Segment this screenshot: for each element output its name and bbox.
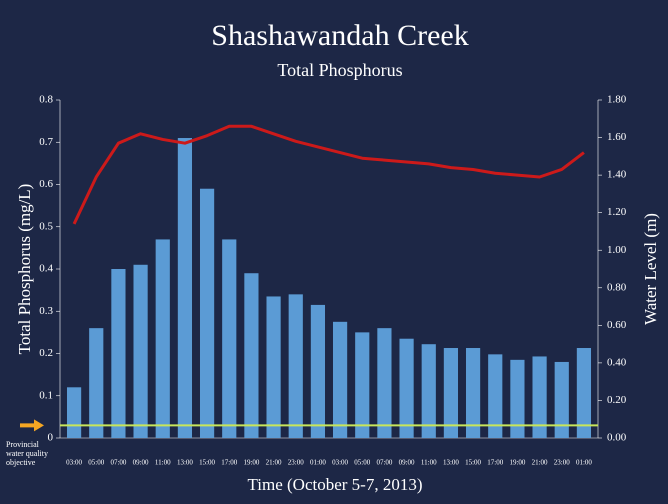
bar <box>532 356 547 438</box>
y-tick-label: 0.3 <box>39 305 53 317</box>
x-tick-label: 15:00 <box>199 459 215 467</box>
x-tick-label: 17:00 <box>221 459 237 467</box>
x-tick-label: 13:00 <box>443 459 459 467</box>
bar <box>355 332 370 438</box>
y-tick-label: 0.8 <box>39 94 53 106</box>
chart-title: Shashawandah Creek <box>211 19 468 52</box>
bar <box>399 338 414 438</box>
y2-tick-label: 1.60 <box>607 131 627 143</box>
y2-tick-label: 0.80 <box>607 281 627 293</box>
y2-tick-label: 0.20 <box>607 394 627 406</box>
x-tick-label: 07:00 <box>376 459 392 467</box>
bar <box>421 344 436 438</box>
y-axis-label: Total Phosphorus (mg/L) <box>15 184 34 355</box>
bar <box>222 239 237 438</box>
bar <box>310 304 326 438</box>
y2-tick-label: 1.40 <box>607 169 627 181</box>
bar <box>199 188 215 438</box>
x-tick-label: 03:00 <box>332 459 348 467</box>
y-tick-label: 0.2 <box>39 347 53 359</box>
x-tick-label: 05:00 <box>354 459 370 467</box>
y2-tick-label: 1.20 <box>607 206 627 218</box>
x-tick-label: 23:00 <box>554 459 570 467</box>
x-tick-label: 19:00 <box>509 459 525 467</box>
bar <box>554 361 569 438</box>
bar <box>111 269 126 438</box>
bar <box>89 328 104 438</box>
bar <box>288 294 303 438</box>
water-level-line <box>72 124 585 225</box>
y-tick-label: 0 <box>48 432 54 444</box>
chart-subtitle: Total Phosphorus <box>277 60 402 80</box>
bar <box>266 296 281 438</box>
x-axis-label: Time (October 5-7, 2013) <box>247 475 422 494</box>
y-tick-label: 0.7 <box>39 136 53 148</box>
x-tick-label: 01:00 <box>576 459 592 467</box>
y2-tick-label: 0.00 <box>607 432 627 444</box>
bar <box>465 348 481 438</box>
objective-arrow <box>20 419 44 432</box>
y2-axis-label: Water Level (m) <box>641 213 660 325</box>
bar <box>377 328 392 438</box>
x-tick-label: 07:00 <box>110 459 126 467</box>
x-tick-label: 13:00 <box>177 459 193 467</box>
bar <box>155 239 170 438</box>
x-tick-label: 01:00 <box>310 459 326 467</box>
bar <box>66 387 82 438</box>
x-tick-label: 23:00 <box>288 459 304 467</box>
y2-tick-label: 1.00 <box>607 244 627 256</box>
x-tick-label: 09:00 <box>399 459 415 467</box>
x-tick-label: 15:00 <box>465 459 481 467</box>
bar <box>510 359 525 438</box>
bar <box>576 348 592 438</box>
x-tick-label: 21:00 <box>266 459 282 467</box>
bar <box>443 348 459 438</box>
bar <box>177 138 193 438</box>
x-tick-label: 05:00 <box>88 459 104 467</box>
x-tick-label: 03:00 <box>66 459 82 467</box>
y-tick-label: 0.6 <box>39 178 53 190</box>
bar <box>244 273 259 438</box>
objective-label: Provincial water quality objective <box>6 440 48 467</box>
bar <box>332 321 348 438</box>
y2-tick-label: 0.60 <box>607 319 627 331</box>
y-tick-label: 0.5 <box>39 220 53 232</box>
bar <box>133 264 148 438</box>
y-tick-label: 0.1 <box>39 389 53 401</box>
x-tick-label: 09:00 <box>133 459 149 467</box>
bar <box>488 354 503 438</box>
y-tick-label: 0.4 <box>39 263 53 275</box>
x-tick-label: 11:00 <box>155 459 171 467</box>
x-tick-label: 11:00 <box>421 459 437 467</box>
y2-tick-label: 0.40 <box>607 356 627 368</box>
x-tick-label: 19:00 <box>243 459 259 467</box>
y2-tick-label: 1.80 <box>607 94 627 106</box>
x-tick-label: 17:00 <box>487 459 503 467</box>
x-tick-label: 21:00 <box>532 459 548 467</box>
